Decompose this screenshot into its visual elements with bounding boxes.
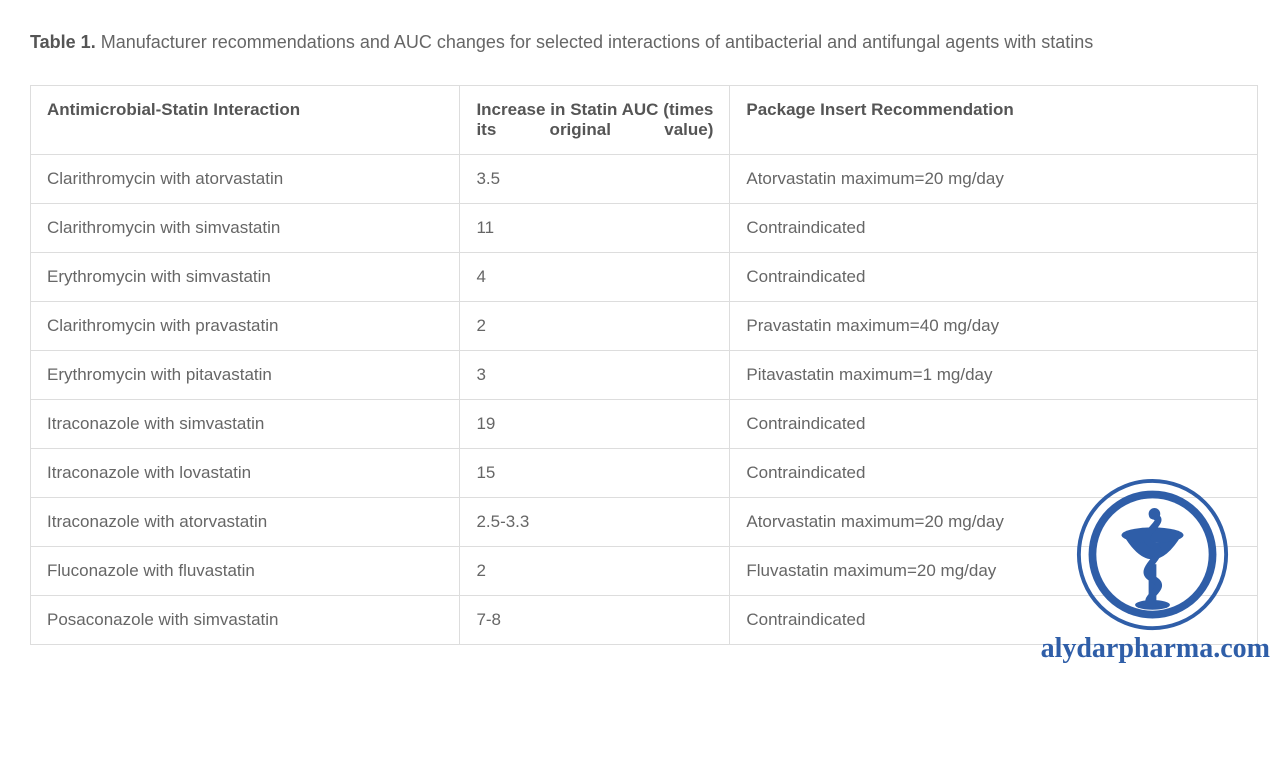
table-cell: 3.5 — [460, 154, 730, 203]
table-cell: 11 — [460, 203, 730, 252]
col-header-recommendation: Package Insert Recommendation — [730, 85, 1258, 154]
table-cell: Fluvastatin maximum=20 mg/day — [730, 546, 1258, 595]
table-cell: Contraindicated — [730, 252, 1258, 301]
table-cell: 19 — [460, 399, 730, 448]
table-cell: Clarithromycin with simvastatin — [31, 203, 460, 252]
table-row: Itraconazole with atorvastatin2.5-3.3Ato… — [31, 497, 1258, 546]
table-cell: Erythromycin with simvastatin — [31, 252, 460, 301]
table-cell: Contraindicated — [730, 448, 1258, 497]
table-row: Itraconazole with lovastatin15Contraindi… — [31, 448, 1258, 497]
table-caption: Table 1. Manufacturer recommendations an… — [30, 28, 1258, 57]
table-cell: 4 — [460, 252, 730, 301]
table-cell: Atorvastatin maximum=20 mg/day — [730, 497, 1258, 546]
table-cell: Clarithromycin with pravastatin — [31, 301, 460, 350]
table-cell: Contraindicated — [730, 399, 1258, 448]
interaction-table: Antimicrobial-Statin Interaction Increas… — [30, 85, 1258, 645]
col-header-auc: Increase in Statin AUC (times its origin… — [460, 85, 730, 154]
table-row: Clarithromycin with pravastatin2Pravasta… — [31, 301, 1258, 350]
table-cell: Pitavastatin maximum=1 mg/day — [730, 350, 1258, 399]
table-cell: Contraindicated — [730, 595, 1258, 644]
table-row: Itraconazole with simvastatin19Contraind… — [31, 399, 1258, 448]
table-cell: Itraconazole with simvastatin — [31, 399, 460, 448]
table-cell: Itraconazole with lovastatin — [31, 448, 460, 497]
table-cell: Fluconazole with fluvastatin — [31, 546, 460, 595]
col-header-interaction: Antimicrobial-Statin Interaction — [31, 85, 460, 154]
table-cell: Contraindicated — [730, 203, 1258, 252]
table-cell: Itraconazole with atorvastatin — [31, 497, 460, 546]
caption-label: Table 1. — [30, 32, 96, 52]
table-cell: Posaconazole with simvastatin — [31, 595, 460, 644]
table-row: Fluconazole with fluvastatin2Fluvastatin… — [31, 546, 1258, 595]
table-cell: 7-8 — [460, 595, 730, 644]
table-cell: 2 — [460, 301, 730, 350]
table-cell: Clarithromycin with atorvastatin — [31, 154, 460, 203]
table-row: Posaconazole with simvastatin7-8Contrain… — [31, 595, 1258, 644]
table-row: Erythromycin with pitavastatin3Pitavasta… — [31, 350, 1258, 399]
table-cell: 2.5-3.3 — [460, 497, 730, 546]
table-row: Erythromycin with simvastatin4Contraindi… — [31, 252, 1258, 301]
table-cell: Erythromycin with pitavastatin — [31, 350, 460, 399]
table-cell: 15 — [460, 448, 730, 497]
table-cell: Atorvastatin maximum=20 mg/day — [730, 154, 1258, 203]
table-row: Clarithromycin with atorvastatin3.5Atorv… — [31, 154, 1258, 203]
table-header-row: Antimicrobial-Statin Interaction Increas… — [31, 85, 1258, 154]
caption-text: Manufacturer recommendations and AUC cha… — [101, 32, 1094, 52]
table-row: Clarithromycin with simvastatin11Contrai… — [31, 203, 1258, 252]
table-cell: Pravastatin maximum=40 mg/day — [730, 301, 1258, 350]
table-cell: 2 — [460, 546, 730, 595]
table-cell: 3 — [460, 350, 730, 399]
